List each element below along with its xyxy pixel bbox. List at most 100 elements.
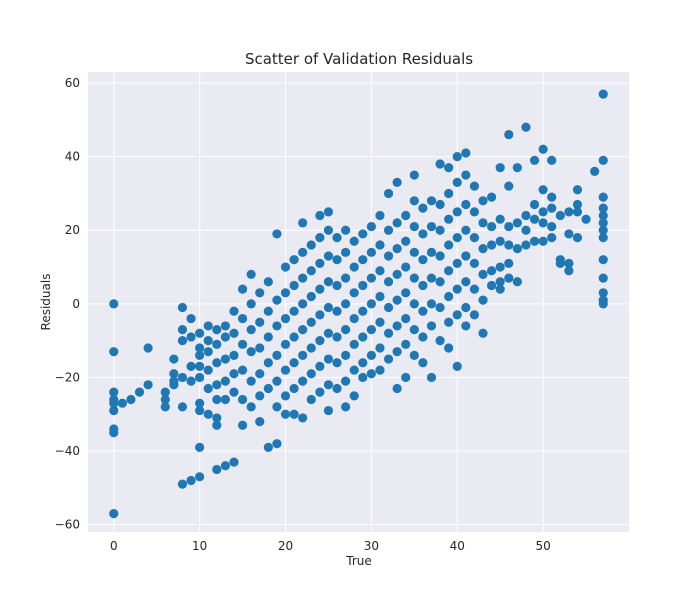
scatter-point bbox=[195, 442, 205, 452]
scatter-point bbox=[237, 420, 248, 430]
scatter-point bbox=[289, 358, 299, 368]
scatter-point bbox=[280, 313, 291, 324]
scatter-point bbox=[383, 225, 394, 235]
scatter-point bbox=[478, 328, 488, 338]
y-tick-label: 60 bbox=[65, 76, 80, 90]
scatter-point bbox=[495, 284, 505, 294]
scatter-point bbox=[229, 369, 239, 379]
scatter-point bbox=[341, 376, 351, 386]
scatter-point bbox=[332, 255, 342, 265]
scatter-point bbox=[358, 358, 368, 368]
scatter-point bbox=[401, 262, 411, 272]
scatter-point bbox=[529, 155, 540, 165]
scatter-point bbox=[289, 383, 299, 394]
scatter-point bbox=[220, 354, 230, 364]
scatter-point bbox=[298, 413, 308, 423]
scatter-point bbox=[452, 310, 462, 320]
scatter-point bbox=[444, 163, 454, 173]
scatter-point bbox=[306, 317, 316, 327]
scatter-point bbox=[487, 266, 497, 276]
scatter-point bbox=[212, 339, 222, 349]
scatter-point bbox=[469, 258, 480, 268]
scatter-point bbox=[572, 185, 583, 195]
scatter-point bbox=[521, 240, 531, 250]
scatter-point bbox=[435, 302, 445, 313]
scatter-point bbox=[401, 288, 411, 298]
scatter-point bbox=[409, 299, 419, 309]
scatter-point bbox=[280, 288, 291, 298]
scatter-point bbox=[418, 203, 428, 213]
scatter-point bbox=[186, 313, 196, 324]
scatter-point bbox=[229, 306, 239, 316]
scatter-point bbox=[323, 328, 334, 338]
scatter-point bbox=[461, 225, 471, 235]
scatter-point bbox=[272, 402, 282, 412]
scatter-point bbox=[409, 170, 419, 180]
scatter-point bbox=[255, 317, 265, 327]
scatter-point bbox=[392, 218, 402, 228]
scatter-point bbox=[306, 343, 316, 353]
scatter-point bbox=[504, 273, 514, 283]
scatter-point bbox=[341, 325, 351, 335]
scatter-point bbox=[435, 251, 445, 261]
scatter-point bbox=[315, 210, 325, 221]
scatter-point bbox=[401, 372, 411, 383]
scatter-point bbox=[349, 391, 359, 401]
scatter-point bbox=[444, 317, 454, 327]
x-tick-label: 30 bbox=[364, 539, 379, 553]
scatter-point bbox=[590, 166, 600, 176]
scatter-point bbox=[298, 273, 308, 283]
y-tick-label: −20 bbox=[55, 370, 80, 384]
scatter-point bbox=[169, 380, 179, 390]
x-tick-label: 50 bbox=[535, 539, 550, 553]
scatter-point bbox=[418, 358, 428, 368]
scatter-point bbox=[366, 350, 376, 360]
scatter-point bbox=[341, 225, 351, 235]
x-axis-label: True bbox=[345, 554, 372, 568]
y-tick-label: 40 bbox=[65, 150, 80, 164]
scatter-point bbox=[332, 233, 342, 243]
scatter-point bbox=[521, 225, 531, 235]
scatter-point bbox=[203, 365, 213, 375]
scatter-point bbox=[298, 247, 308, 257]
scatter-point bbox=[504, 129, 514, 140]
scatter-point bbox=[366, 221, 376, 232]
scatter-point bbox=[375, 365, 385, 375]
y-tick-label: 0 bbox=[72, 297, 80, 311]
scatter-point bbox=[143, 343, 153, 353]
scatter-point bbox=[375, 291, 385, 302]
scatter-point bbox=[280, 262, 291, 272]
scatter-point bbox=[547, 155, 557, 165]
scatter-point bbox=[246, 269, 256, 279]
scatter-point bbox=[272, 321, 282, 331]
scatter-point bbox=[237, 339, 248, 349]
scatter-point bbox=[418, 229, 428, 239]
scatter-point bbox=[426, 321, 437, 331]
scatter-point bbox=[341, 350, 351, 360]
scatter-point bbox=[203, 409, 213, 419]
scatter-point bbox=[195, 328, 205, 338]
scatter-point bbox=[435, 336, 445, 346]
scatter-point bbox=[203, 336, 213, 346]
scatter-point bbox=[547, 203, 557, 213]
scatter-point bbox=[229, 350, 239, 360]
scatter-point bbox=[315, 310, 325, 320]
scatter-point bbox=[504, 221, 514, 232]
scatter-point bbox=[255, 288, 265, 298]
scatter-point bbox=[392, 347, 402, 357]
scatter-point bbox=[409, 273, 419, 283]
scatter-point bbox=[409, 247, 419, 257]
scatter-point bbox=[555, 258, 565, 268]
scatter-point bbox=[469, 233, 480, 243]
scatter-point bbox=[195, 405, 205, 416]
scatter-point bbox=[478, 218, 488, 228]
scatter-point bbox=[375, 240, 385, 250]
scatter-point bbox=[289, 409, 299, 419]
scatter-point bbox=[203, 383, 213, 394]
scatter-point bbox=[504, 181, 514, 191]
chart-title: Scatter of Validation Residuals bbox=[245, 50, 473, 68]
scatter-point bbox=[341, 247, 351, 257]
scatter-point bbox=[495, 277, 505, 287]
scatter-point bbox=[195, 350, 205, 360]
x-tick-label: 20 bbox=[278, 539, 293, 553]
